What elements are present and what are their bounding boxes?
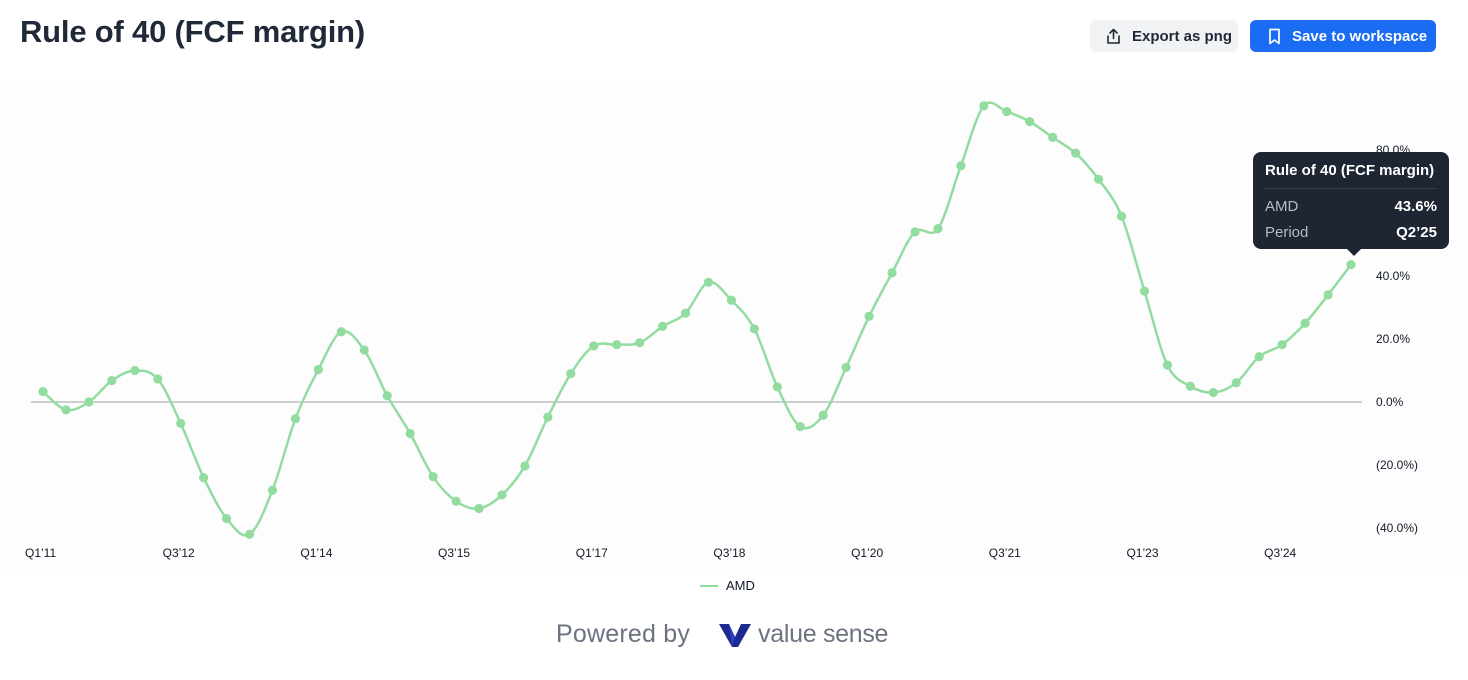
- x-tick-label: Q1’14: [300, 546, 332, 560]
- data-point: [359, 345, 369, 355]
- x-tick-label: Q1’20: [851, 546, 883, 560]
- bookmark-icon: [1269, 28, 1280, 44]
- legend-swatch: [700, 584, 718, 587]
- data-point: [428, 472, 438, 482]
- x-tick-label: Q3’15: [438, 546, 470, 560]
- data-point: [1116, 211, 1127, 221]
- tooltip-period-label: Period: [1265, 224, 1309, 241]
- data-point: [313, 364, 323, 375]
- tooltip-series-value: 43.6%: [1394, 198, 1437, 215]
- tooltip-title: Rule of 40 (FCF margin): [1265, 152, 1437, 189]
- data-point: [680, 308, 691, 318]
- data-point: [405, 428, 415, 439]
- data-point: [1093, 174, 1104, 184]
- data-point: [244, 529, 255, 539]
- share-icon: [1107, 28, 1120, 44]
- legend-label: AMD: [726, 578, 755, 593]
- y-tick-label: 20.0%: [1376, 332, 1410, 346]
- data-point: [1048, 132, 1058, 142]
- y-tick-label: 40.0%: [1376, 269, 1410, 283]
- data-point: [818, 410, 828, 420]
- data-point: [1231, 378, 1241, 388]
- tooltip-period-value: Q2’25: [1396, 224, 1437, 241]
- tooltip-series-label: AMD: [1265, 198, 1299, 215]
- data-point: [130, 365, 140, 376]
- chart-area: 80.0% 40.0% 20.0% 0.0% (20.0%) (40.0%) Q1’11 Q…: [0, 80, 1468, 570]
- data-point: [497, 490, 507, 500]
- data-point: [474, 503, 484, 514]
- data-point: [1185, 381, 1195, 391]
- data-point: [1139, 286, 1150, 296]
- data-point: [176, 418, 186, 429]
- data-point: [1277, 340, 1287, 350]
- data-point: [153, 374, 163, 384]
- value-sense-logo-icon: [719, 623, 752, 647]
- data-point: [336, 327, 346, 337]
- brand-name: value sense: [758, 620, 889, 648]
- x-tick-label: Q1’17: [576, 546, 608, 560]
- x-tick-label: Q1’11: [25, 546, 56, 560]
- save-to-workspace-button[interactable]: Save to workspace: [1250, 20, 1436, 52]
- data-point: [61, 405, 71, 415]
- data-point: [1025, 117, 1035, 127]
- data-point: [910, 227, 920, 237]
- data-point: [267, 485, 278, 495]
- data-point: [612, 340, 622, 350]
- data-point: [107, 375, 117, 386]
- data-point: [543, 412, 553, 422]
- page-title: Rule of 40 (FCF margin): [20, 14, 366, 49]
- data-point: [841, 362, 851, 372]
- export-png-button[interactable]: Export as png: [1090, 20, 1238, 52]
- x-tick-label: Q3’24: [1264, 546, 1296, 560]
- data-point: [382, 391, 392, 401]
- series-line-amd: [42, 101, 1352, 537]
- chart-tooltip: Rule of 40 (FCF margin) AMD 43.6% Period…: [1253, 152, 1449, 256]
- data-point: [864, 311, 874, 321]
- data-point: [589, 341, 599, 351]
- data-point: [795, 421, 805, 432]
- data-point: [1208, 387, 1218, 398]
- powered-by-footer: Powered by value sense: [556, 620, 888, 649]
- data-point: [221, 513, 232, 524]
- powered-by-text: Powered by: [556, 620, 691, 648]
- data-point: [1323, 290, 1333, 300]
- data-point: [520, 461, 530, 471]
- x-axis: Q1’11 Q3’12 Q1’14 Q3’15 Q1’17 Q3’18 Q1’20 Q3’21…: [25, 546, 1297, 560]
- x-tick-label: Q3’18: [713, 546, 745, 560]
- data-point: [290, 414, 301, 424]
- data-point: [84, 397, 94, 407]
- data-point: [772, 382, 782, 392]
- data-point: [1162, 360, 1173, 370]
- data-point: [38, 387, 48, 397]
- x-tick-label: Q3’21: [989, 546, 1021, 560]
- data-point: [657, 321, 668, 331]
- data-point: [749, 324, 759, 334]
- series-points-amd: [38, 101, 1356, 539]
- x-tick-label: Q1’23: [1126, 546, 1158, 560]
- chart-legend[interactable]: AMD: [700, 578, 755, 593]
- data-point: [199, 473, 209, 483]
- x-tick-label: Q3’12: [163, 546, 195, 560]
- data-point: [887, 268, 897, 278]
- data-point: [566, 369, 576, 379]
- data-point: [635, 338, 645, 348]
- data-point: [726, 295, 737, 305]
- export-png-label: Export as png: [1132, 27, 1233, 45]
- y-tick-label: (40.0%): [1376, 521, 1418, 535]
- data-point: [1300, 318, 1310, 328]
- line-chart: 80.0%40.0%20.0%0.0%(20.0%)(40.0%) Q1’11 Q…: [25, 101, 1418, 560]
- data-point: [703, 277, 714, 287]
- data-point: [451, 496, 461, 506]
- data-point: [1002, 106, 1012, 117]
- y-tick-label: (20.0%): [1376, 458, 1418, 472]
- data-point: [979, 101, 989, 111]
- save-to-workspace-label: Save to workspace: [1292, 27, 1428, 45]
- y-tick-label: 0.0%: [1376, 395, 1404, 409]
- data-point: [933, 224, 943, 234]
- data-point: [1346, 260, 1356, 270]
- data-point: [1254, 352, 1264, 362]
- data-point: [1071, 148, 1081, 158]
- data-point: [956, 161, 966, 171]
